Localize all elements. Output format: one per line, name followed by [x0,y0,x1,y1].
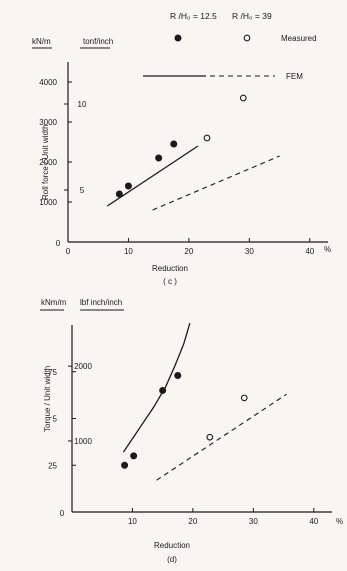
panel-c-label: ( c ) [163,277,177,286]
panel-d-y-tick-label: 75 [48,368,57,377]
panel-c-measured-point-r125 [155,154,163,162]
panel-c-unit-primary: kN/m [32,37,51,46]
panel-c-y-tick-label: 3000 [39,118,57,127]
legend-filled-marker [174,34,182,42]
panel-c-x-tick-label: 10 [124,247,133,256]
panel-d-unit-primary: kNm/m [41,298,67,307]
panel-d-ylabel: Torque / Unit width [43,366,52,432]
panel-d-y2-tick-label: 2000 [74,362,92,371]
panel-d-y-tick-label: 25 [48,461,57,470]
panel-c-measured-point-r125 [124,182,132,190]
panel-c-y2-tick-label: 10 [78,100,87,109]
panel-c-unit-secondary: tonf/inch [83,37,113,46]
panel-c-y-tick-label: 4000 [39,78,57,87]
legend-ratio-left: R /H₀ = 12.5 [170,11,217,21]
panel-c-measured-point-r39 [239,94,247,102]
panel-d-y2-tick-label: 1000 [74,437,92,446]
panel-c-fem-line-r125 [106,145,199,207]
panel-c-roll-force: kN/m tonf/inch Roll force / Unit width %… [32,37,331,286]
panel-c-measured-point-r39 [203,134,211,142]
panel-d-y-tick-label: 5 [53,415,58,424]
panel-d-x-tick-label: 30 [249,517,258,526]
panel-d-fem-line-r39 [156,393,287,481]
legend-ratio-right: R /H₀ = 39 [232,11,272,21]
panel-c-xlabel: Reduction [152,264,188,273]
panel-c-y-tick-label: 2000 [39,158,57,167]
panel-d-x-tick-label: 40 [309,517,318,526]
panel-d-x-tick-label: 10 [128,517,137,526]
panel-c-y2-tick-label: 5 [80,186,85,195]
panel-d-measured-point-r125 [130,452,138,460]
panel-c-measured-point-r125 [170,140,178,148]
panel-d-measured-point-r39 [206,433,214,441]
panel-c-x-tick-label: 30 [245,247,254,256]
panel-c-ylabel: Roll force / Unit width [41,124,50,200]
panel-c-origin-label: 0 [56,239,61,248]
panel-c-measured-point-r125 [115,190,123,198]
panel-d-fem-line-r125 [122,322,191,453]
panel-d-torque: kNm/m lbf inch/inch Torque / Unit width … [40,298,343,564]
panel-d-xlabel: Reduction [154,541,190,550]
legend: R /H₀ = 12.5 R /H₀ = 39 Measured FEM [143,11,317,81]
panel-c-x-unit: % [324,245,331,254]
panel-d-measured-point-r39 [240,394,248,402]
panel-d-measured-point-r125 [121,461,129,469]
panel-d-measured-point-r125 [174,371,182,379]
panel-c-x-tick-label: 20 [184,247,193,256]
panel-d-label: (d) [167,555,177,564]
panel-c-y-tick-label: 1000 [39,198,57,207]
legend-measured-label: Measured [281,34,317,43]
panel-c-x-tick-label: 0 [66,247,71,256]
panel-d-x-unit: % [336,517,343,526]
panel-c-x-tick-label: 40 [305,247,314,256]
panel-d-unit-secondary: lbf inch/inch [80,298,122,307]
panel-d-origin-label: 0 [60,509,65,518]
legend-open-marker [243,34,251,42]
legend-fem-label: FEM [286,72,303,81]
panel-d-x-tick-label: 20 [188,517,197,526]
